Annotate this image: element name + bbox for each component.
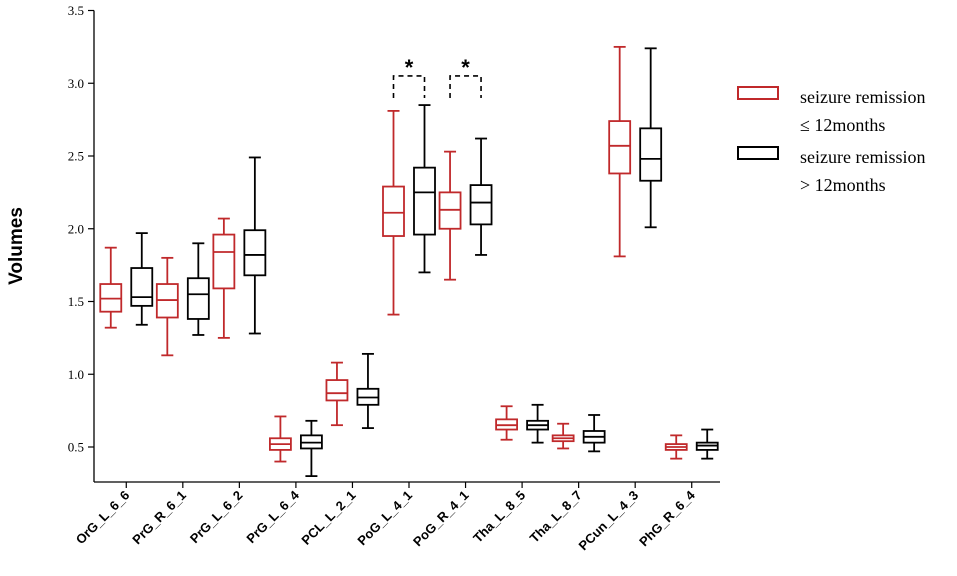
box-black xyxy=(243,156,267,335)
legend-entry: seizure remission > 12months xyxy=(737,146,925,195)
bracket-line xyxy=(449,75,482,98)
y-tick-label: 3.5 xyxy=(68,3,84,18)
box-iqr xyxy=(639,127,663,182)
bracket-line xyxy=(392,75,426,98)
box-red xyxy=(608,45,632,258)
y-tick-label: 3.0 xyxy=(68,76,84,91)
legend-label: seizure remission xyxy=(800,147,925,167)
box-iqr xyxy=(469,184,493,226)
x-tick-label: Tha_L_8_5 xyxy=(470,488,528,546)
x-tick-label: PCL_L_2_1 xyxy=(298,488,358,548)
box-red xyxy=(212,217,236,339)
boxes xyxy=(99,45,719,478)
box-iqr xyxy=(130,267,154,307)
box-red xyxy=(155,256,179,357)
legend-swatch xyxy=(737,146,779,160)
x-tick-label: Tha_L_8_7 xyxy=(527,488,585,546)
x-tick-label: PCun_L_4_3 xyxy=(576,488,642,554)
box-iqr xyxy=(186,277,210,320)
box-red xyxy=(325,361,349,427)
box-red xyxy=(551,422,575,450)
axes: 0.51.01.52.02.53.03.5VolumesOrG_L_6_6PrG… xyxy=(6,3,720,553)
y-axis-label: Volumes xyxy=(6,207,27,285)
annotations: * * xyxy=(392,55,482,98)
significance-star: * xyxy=(405,55,414,80)
box-black xyxy=(356,352,380,429)
box-red xyxy=(438,150,462,281)
box-red xyxy=(99,246,123,329)
x-tick-label: OrG_L_6_6 xyxy=(73,488,133,548)
x-tick-label: PrG_R_6_1 xyxy=(129,488,189,548)
box-black xyxy=(469,137,493,256)
legend-label: ≤ 12months xyxy=(800,115,885,135)
box-black xyxy=(300,419,323,478)
significance-bracket: * xyxy=(392,55,426,98)
box-red xyxy=(269,415,292,463)
legend-label: > 12months xyxy=(800,175,886,195)
x-tick-label: PrG_L_6_2 xyxy=(187,488,246,547)
legend-swatch xyxy=(737,86,779,100)
box-black xyxy=(695,428,719,460)
y-tick-label: 1.5 xyxy=(68,294,84,309)
box-red xyxy=(664,434,688,460)
significance-star: * xyxy=(461,55,470,80)
box-black xyxy=(130,232,154,326)
box-black xyxy=(526,403,549,444)
box-red xyxy=(382,109,405,316)
box-iqr xyxy=(413,166,436,236)
legend-label: seizure remission xyxy=(800,87,925,107)
y-tick-label: 1.0 xyxy=(68,367,84,382)
box-iqr xyxy=(212,233,236,290)
box-black xyxy=(582,414,606,453)
legend-entry: seizure remission ≤ 12months xyxy=(737,86,925,135)
significance-bracket: * xyxy=(449,55,482,98)
box-black xyxy=(413,104,436,274)
box-iqr xyxy=(382,185,405,237)
y-tick-label: 2.0 xyxy=(68,221,84,236)
box-iqr xyxy=(325,379,349,402)
box-black xyxy=(639,47,663,229)
box-black xyxy=(186,242,210,336)
y-tick-label: 2.5 xyxy=(68,149,84,164)
box-red xyxy=(495,405,518,441)
x-tick-label: PoG_R_4_1 xyxy=(410,488,472,550)
box-iqr xyxy=(243,229,267,277)
x-tick-label: PoG_L_4_1 xyxy=(354,488,415,549)
box-iqr xyxy=(608,120,632,175)
x-tick-label: PhG_R_6_4 xyxy=(636,487,698,549)
x-tick-label: PrG_L_6_4 xyxy=(243,487,302,546)
y-tick-label: 0.5 xyxy=(68,440,84,455)
